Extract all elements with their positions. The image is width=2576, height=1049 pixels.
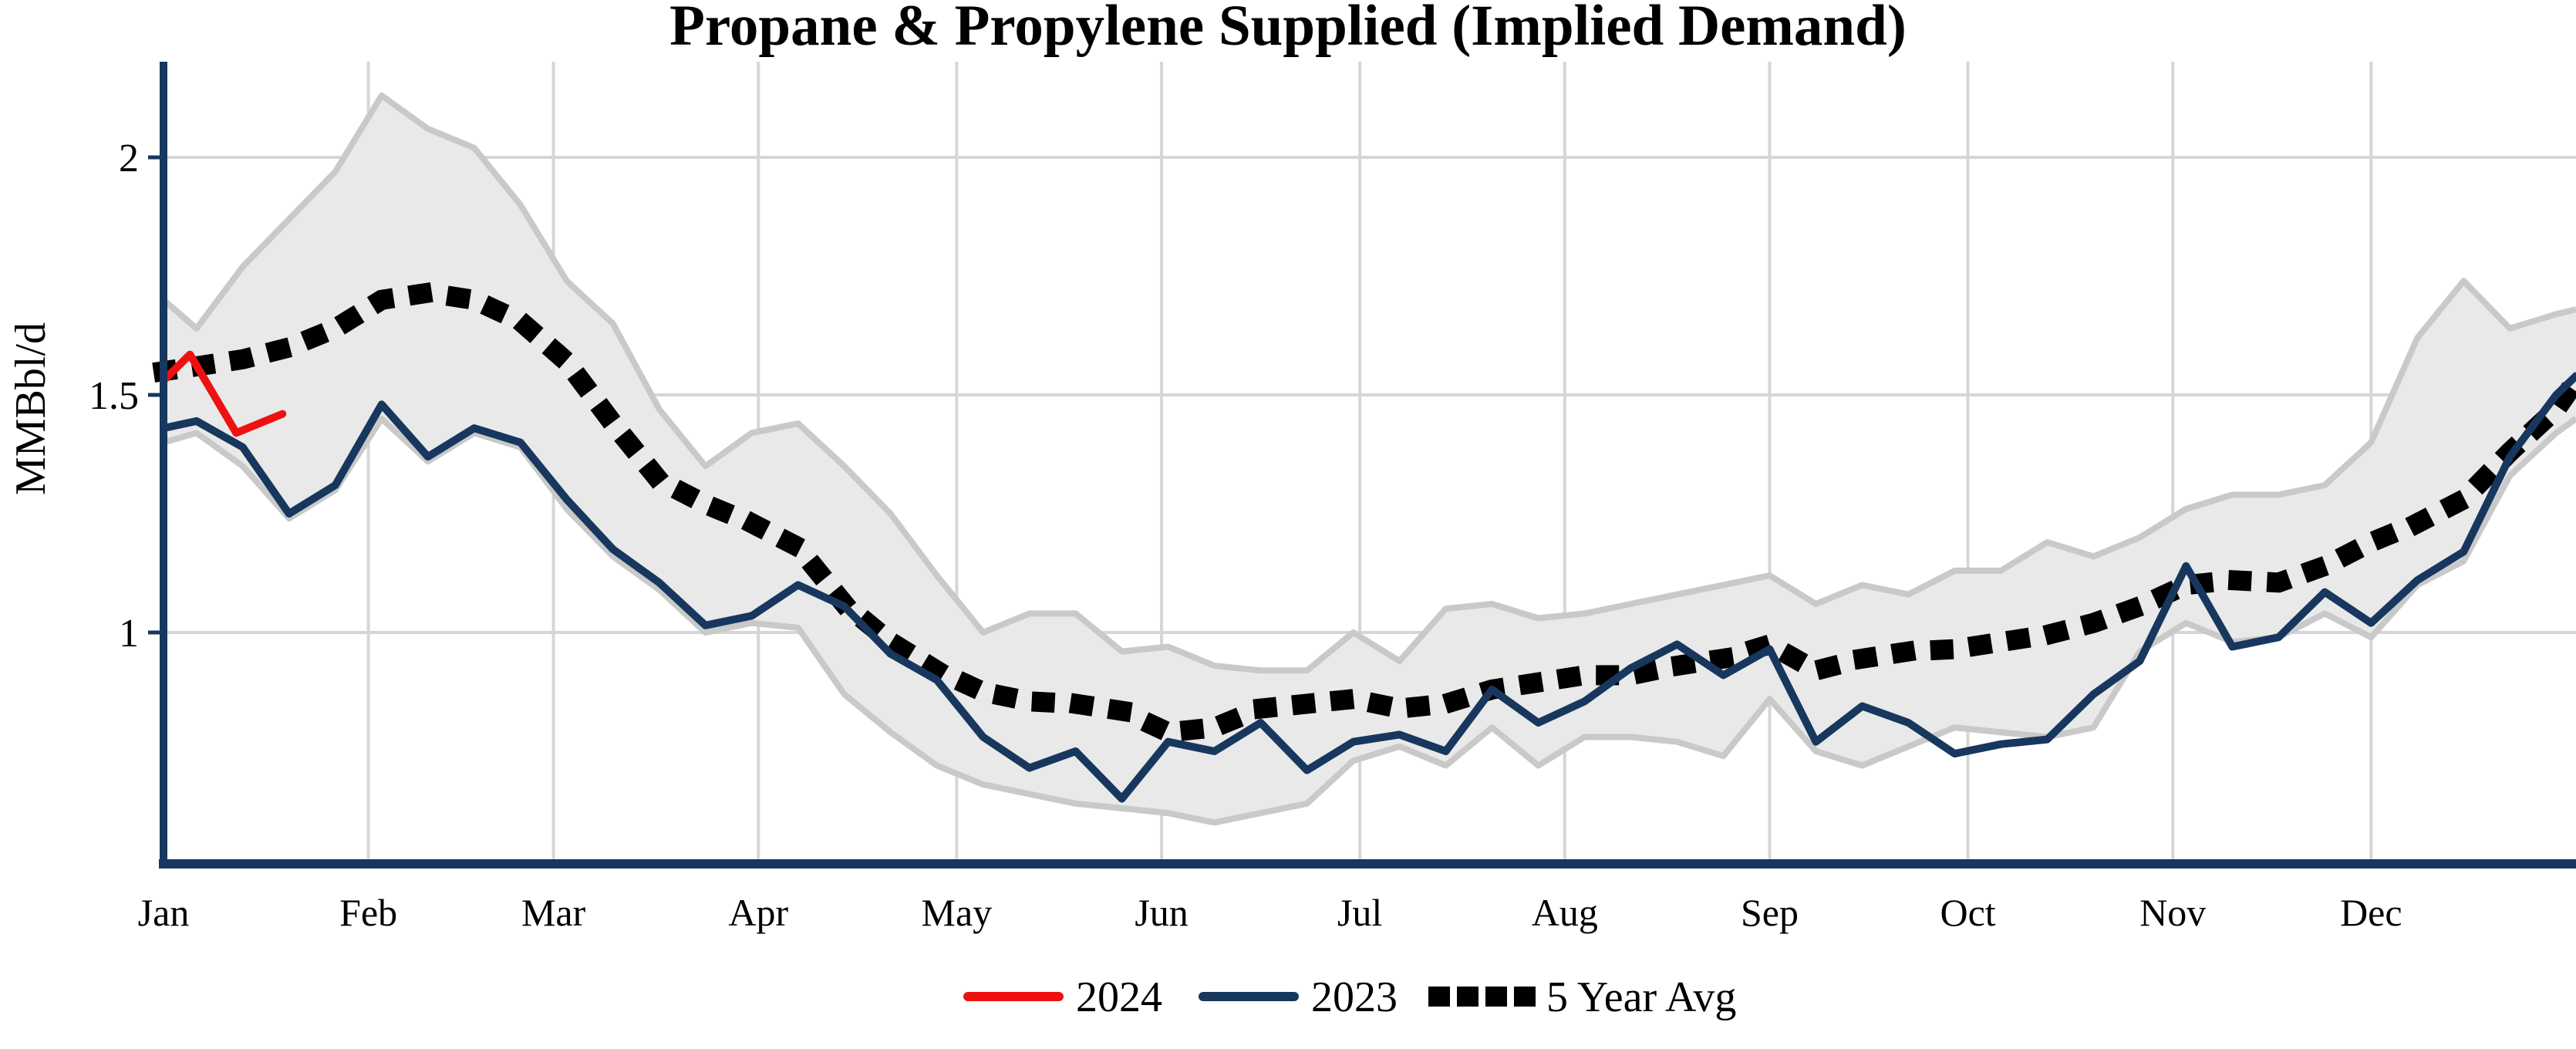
five-year-range-band <box>161 92 2576 826</box>
x-month-label: Feb <box>339 891 397 934</box>
x-month-label: May <box>922 891 993 934</box>
x-month-label: Nov <box>2139 891 2206 934</box>
x-month-label: Jun <box>1135 891 1188 934</box>
x-month-label: Aug <box>1532 891 1598 934</box>
legend-label: 5 Year Avg <box>1546 973 1736 1021</box>
band-area <box>164 95 2576 823</box>
series-2023-line <box>160 372 2576 803</box>
legend-label: 2024 <box>1076 973 1162 1021</box>
legend-item: 2023 <box>1199 973 1398 1021</box>
band-top-line <box>161 92 2576 674</box>
chart-title: Propane & Propylene Supplied (Implied De… <box>669 0 1907 58</box>
x-month-label: Mar <box>521 891 586 934</box>
y-tick-label: 1.5 <box>89 374 139 418</box>
x-month-label: Dec <box>2340 891 2402 934</box>
axes <box>148 62 2576 869</box>
x-month-label: Jan <box>138 891 190 934</box>
y-axis-label: MMBbl/d <box>7 322 55 495</box>
x-month-label: Jul <box>1337 891 1382 934</box>
x-month-label: Apr <box>728 891 788 934</box>
x-month-label: Oct <box>1940 891 1995 934</box>
legend-item: 5 Year Avg <box>1428 973 1736 1021</box>
y-tick-label: 2 <box>119 137 139 180</box>
x-month-label: Sep <box>1741 891 1799 934</box>
band-bottom-line <box>162 415 2576 826</box>
legend-item: 2024 <box>963 973 1162 1021</box>
series-2024-line <box>160 350 287 437</box>
series-lines <box>152 282 2576 803</box>
legend-label: 2023 <box>1311 973 1398 1021</box>
legend: 2024 2023 5 Year Avg <box>963 973 1736 1021</box>
axis-labels: 2 1.5 1 Jan Feb Mar Apr May Jun Jul Aug Sep Oct Nov De… <box>89 137 2402 934</box>
y-tick-label: 1 <box>119 612 139 656</box>
